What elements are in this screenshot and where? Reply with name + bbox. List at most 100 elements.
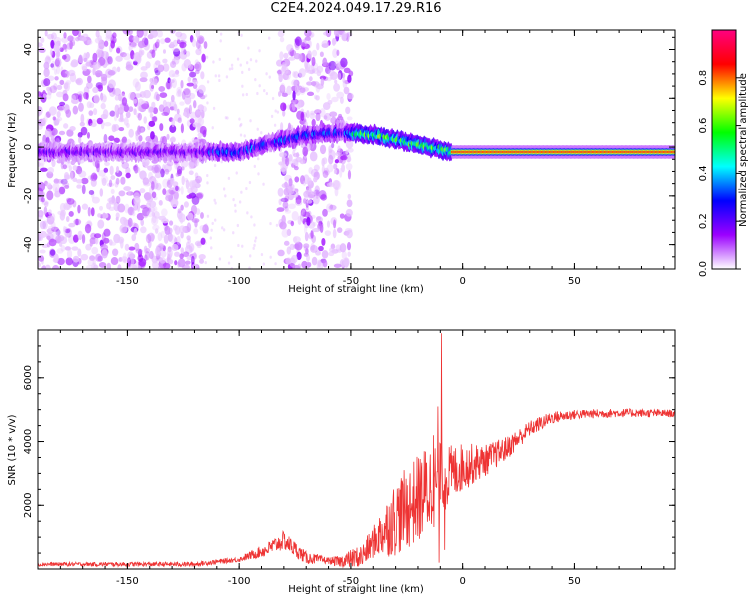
spectral-noise-blob [306,216,311,226]
spectral-noise-blob [55,118,61,124]
spectral-noise-blob [108,135,115,142]
spectral-noise-blob [133,60,138,66]
spectral-noise-blob [78,95,82,101]
spectral-noise-blob [218,57,221,61]
spectral-noise-blob [43,78,51,87]
spectral-noise-blob [200,237,206,245]
spectral-noise-blob [214,74,217,78]
spectral-noise-blob [194,172,199,179]
spectral-noise-blob [212,106,216,110]
spectral-noise-blob [214,218,217,222]
spectral-noise-blob [173,103,178,112]
spectral-noise-blob [180,247,184,253]
spectral-noise-blob [331,142,335,149]
spectral-noise-blob [175,69,180,75]
spectral-noise-blob [47,86,52,96]
spectral-noise-blob [347,147,354,153]
spectral-noise-blob [288,187,295,195]
spectral-noise-blob [121,136,128,144]
spectral-noise-blob [188,170,194,176]
spectral-noise-blob [310,242,315,251]
spectral-noise-blob [160,38,166,45]
spectral-noise-blob [68,165,72,172]
spectral-noise-blob [319,144,327,155]
spectral-noise-blob [311,49,318,57]
y-tick-label: 20 [23,92,34,105]
spectral-noise-blob [62,93,69,102]
spectral-noise-blob [62,43,68,50]
spectral-noise-blob [65,257,73,266]
spectral-noise-blob [180,123,184,134]
spectral-noise-blob [85,264,94,269]
spectral-noise-blob [310,168,319,178]
spectral-noise-blob [81,65,88,72]
spectral-noise-blob [285,156,290,167]
spectral-noise-blob [205,223,208,227]
spectral-noise-blob [182,111,188,117]
x-tick-label: -50 [343,576,359,587]
colorbar-tick-label: 0.0 [698,261,709,277]
spectral-noise-blob [304,231,309,242]
spectral-noise-blob [179,32,187,41]
spectral-noise-blob [232,231,235,235]
spectral-noise-blob [103,228,111,237]
spectral-noise-blob [72,255,80,263]
spectral-noise-blob [110,188,115,195]
spectral-noise-blob [181,90,186,100]
spectral-noise-blob [133,195,141,206]
spectral-noise-blob [313,164,320,172]
spectral-noise-blob [226,116,229,120]
spectral-noise-blob [171,78,177,89]
colorbar-label: Normalized spectral amplitude [738,73,749,227]
spectral-noise-blob [311,118,316,127]
spectral-noise-blob [81,203,89,210]
spectral-noise-blob [88,110,94,116]
spectral-noise-blob [123,186,132,191]
spectral-noise-blob [301,209,306,216]
spectral-noise-blob [239,133,243,137]
spectral-noise-blob [169,30,176,34]
snr-y-label: SNR (10 * v/v) [7,414,18,485]
spectral-noise-blob [138,257,147,267]
spectral-noise-blob [86,132,91,139]
spectral-noise-blob [212,60,215,64]
y-tick-label: 40 [23,43,34,56]
spectral-noise-blob [53,43,60,53]
spectral-noise-blob [200,212,204,219]
spectral-noise-blob [347,74,352,83]
spectral-noise-blob [115,177,120,185]
spectral-noise-blob [289,243,295,251]
spectral-noise-blob [308,76,313,82]
spectral-noise-blob [338,113,343,119]
spectral-noise-blob [151,85,155,90]
spectral-noise-blob [288,203,296,210]
spectral-noise-blob [128,106,134,112]
spectral-noise-blob [345,163,353,171]
spectral-noise-blob [129,206,134,216]
snr-x-label: Height of straight line (km) [288,584,424,595]
spectral-noise-blob [47,167,55,174]
spectral-noise-blob [56,234,65,242]
spectrogram-axes: -150 -100 -50 0 50 -40 -20 0 20 40 [23,30,675,287]
spectral-noise-blob [183,58,192,69]
spectral-noise-blob [189,34,194,43]
spectral-noise-blob [53,253,59,263]
spectral-noise-blob [51,158,56,168]
spectral-noise-blob [138,135,143,142]
spectral-noise-blob [72,30,79,37]
spectral-noise-blob [235,171,238,175]
spectral-noise-blob [192,263,198,269]
spectral-noise-blob [81,234,86,244]
spectral-noise-blob [219,39,222,43]
spectral-noise-blob [165,189,173,199]
spectral-noise-blob [199,225,205,231]
spectral-noise-blob [292,236,301,244]
spectral-noise-blob [60,245,66,252]
spectral-noise-blob [92,52,98,63]
spectral-noise-blob [282,201,289,209]
spectral-noise-blob [96,117,103,125]
spectral-noise-blob [78,102,84,112]
spectral-noise-blob [64,184,70,189]
spectral-noise-blob [97,84,103,92]
spectral-noise-blob [44,264,51,269]
